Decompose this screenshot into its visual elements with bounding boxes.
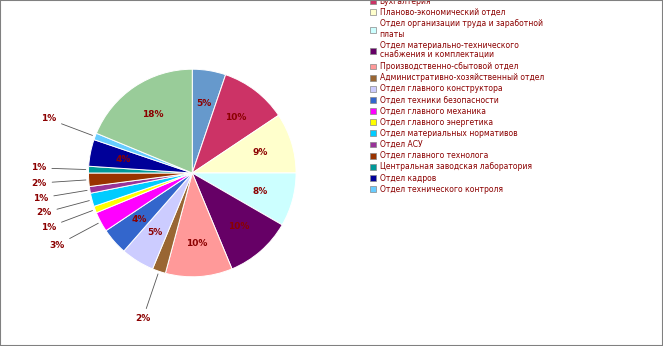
Wedge shape bbox=[89, 140, 192, 173]
Wedge shape bbox=[192, 173, 282, 269]
Text: 2%: 2% bbox=[36, 201, 90, 217]
Text: 5%: 5% bbox=[147, 228, 162, 237]
Wedge shape bbox=[94, 133, 192, 173]
Text: 2%: 2% bbox=[135, 274, 158, 323]
Wedge shape bbox=[165, 173, 232, 277]
Wedge shape bbox=[90, 173, 192, 206]
Wedge shape bbox=[192, 75, 278, 173]
Wedge shape bbox=[94, 173, 192, 213]
Text: 2%: 2% bbox=[31, 179, 86, 188]
Text: 1%: 1% bbox=[31, 163, 86, 172]
Text: 5%: 5% bbox=[196, 99, 211, 108]
Wedge shape bbox=[192, 115, 296, 173]
Wedge shape bbox=[88, 166, 192, 173]
Legend: Отдел делопроизводства, Бухгалтерия, Планово-экономический отдел, Отдел организа: Отдел делопроизводства, Бухгалтерия, Пла… bbox=[369, 0, 545, 195]
Wedge shape bbox=[192, 69, 225, 173]
Text: 3%: 3% bbox=[49, 223, 98, 250]
Text: 1%: 1% bbox=[33, 190, 87, 202]
Text: 1%: 1% bbox=[41, 115, 93, 135]
Text: 4%: 4% bbox=[131, 215, 147, 224]
Text: 10%: 10% bbox=[186, 239, 208, 248]
Text: 1%: 1% bbox=[41, 211, 93, 231]
Text: 10%: 10% bbox=[228, 221, 249, 230]
Text: 4%: 4% bbox=[115, 155, 131, 164]
Text: 10%: 10% bbox=[225, 112, 246, 121]
Wedge shape bbox=[96, 173, 192, 231]
Wedge shape bbox=[192, 173, 296, 225]
Text: 18%: 18% bbox=[143, 110, 164, 119]
Wedge shape bbox=[90, 173, 192, 193]
Wedge shape bbox=[124, 173, 192, 269]
Wedge shape bbox=[96, 69, 192, 173]
Text: 9%: 9% bbox=[252, 148, 267, 157]
Wedge shape bbox=[88, 173, 192, 186]
Wedge shape bbox=[152, 173, 192, 273]
Wedge shape bbox=[106, 173, 192, 251]
Text: 8%: 8% bbox=[253, 187, 268, 196]
